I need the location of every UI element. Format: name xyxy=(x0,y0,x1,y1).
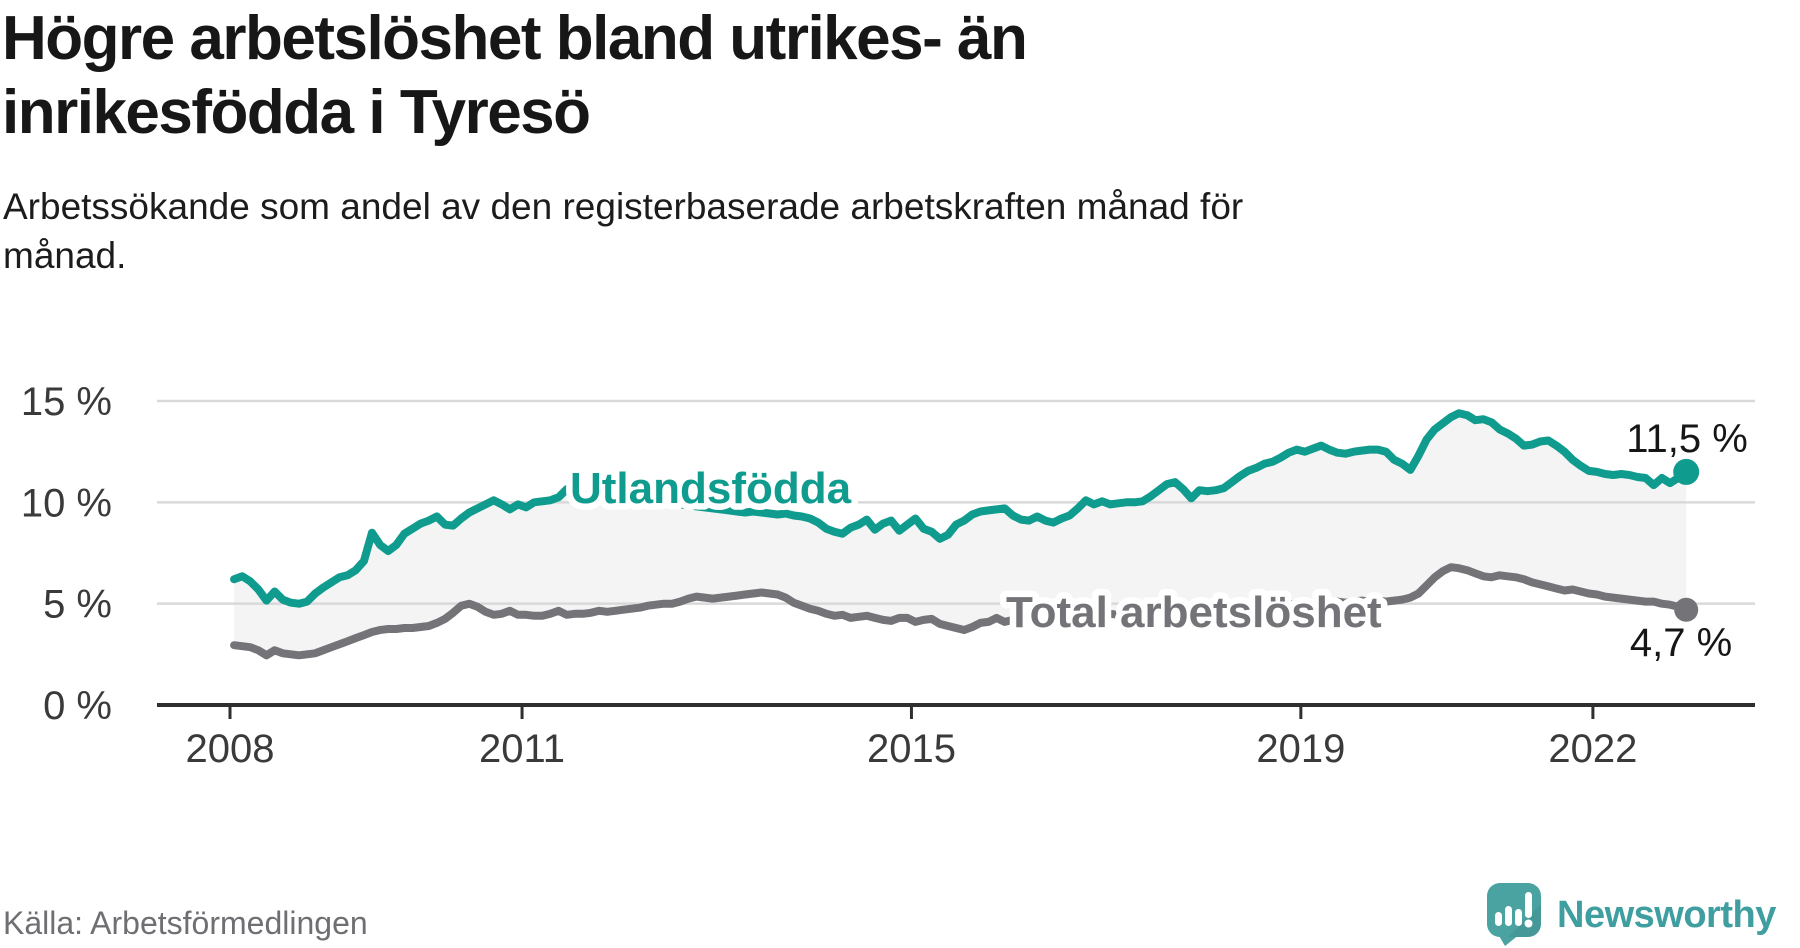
source-note: Källa: Arbetsförmedlingen xyxy=(3,905,368,941)
x-tick-label: 2022 xyxy=(1548,727,1637,771)
newsworthy-logo: Newsworthy xyxy=(1486,882,1776,948)
end-dot-0 xyxy=(1673,458,1700,485)
between-series-band xyxy=(234,413,1687,656)
y-tick-label: 5 % xyxy=(43,583,112,627)
x-tick-label: 2019 xyxy=(1256,727,1345,771)
page-title-line1: Högre arbetslöshet bland utrikes- än xyxy=(2,4,1028,73)
bar-icon xyxy=(1495,912,1502,926)
subtitle: Arbetssökande som andel av den registerb… xyxy=(3,182,1243,280)
exclamation-dot-icon xyxy=(1524,919,1533,928)
end-value-label-1: 4,7 % xyxy=(1630,621,1732,665)
newsworthy-wordmark: Newsworthy xyxy=(1557,893,1776,936)
subtitle-line2: månad. xyxy=(3,235,127,276)
bar-icon xyxy=(1515,909,1522,926)
series-line-1 xyxy=(230,563,1691,660)
x-tick-label: 2008 xyxy=(186,727,275,771)
page-title: Högre arbetslöshet bland utrikes- än inr… xyxy=(2,2,1028,150)
exclamation-icon xyxy=(1525,892,1532,918)
bar-icon xyxy=(1505,906,1512,926)
end-dot-1 xyxy=(1674,597,1699,622)
end-value-label-0: 11,5 % xyxy=(1626,417,1748,461)
series-label-1: Total arbetslöshet xyxy=(1006,588,1382,637)
y-tick-label: 10 % xyxy=(21,481,112,525)
series-line-0 xyxy=(230,409,1691,608)
newsworthy-icon xyxy=(1487,883,1541,946)
y-tick-label: 15 % xyxy=(21,380,112,424)
page-title-line2: inrikesfödda i Tyresö xyxy=(2,78,591,147)
subtitle-line1: Arbetssökande som andel av den registerb… xyxy=(3,186,1244,227)
y-tick-label: 0 % xyxy=(43,684,112,728)
x-tick-label: 2011 xyxy=(479,727,565,771)
series-label-0: Utlandsfödda xyxy=(570,464,852,513)
x-tick-label: 2015 xyxy=(867,727,956,771)
